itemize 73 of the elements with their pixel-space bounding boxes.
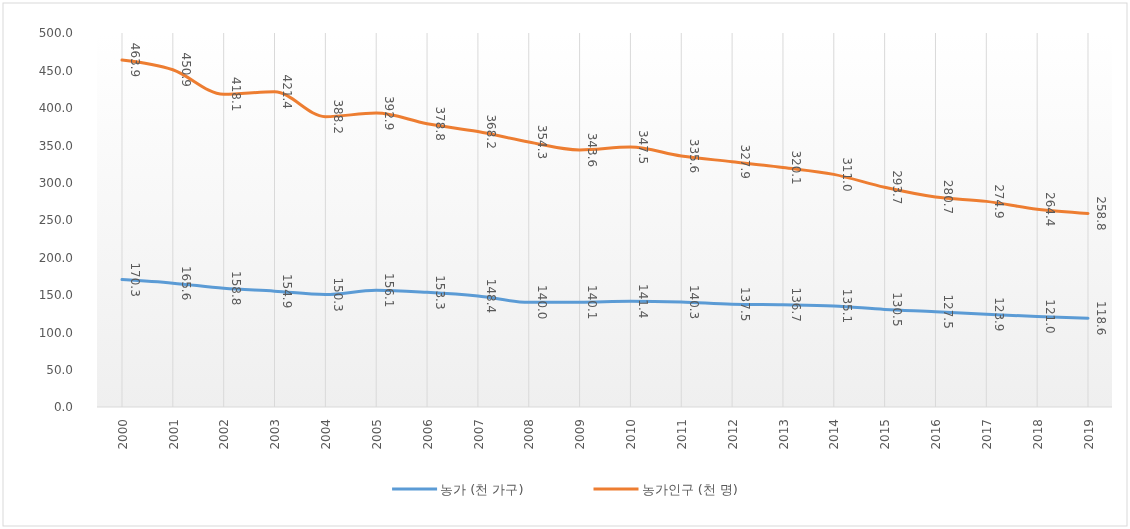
data-label: 158.8 xyxy=(229,271,244,306)
data-label: 150.3 xyxy=(331,277,346,312)
y-tick-label: 500.0 xyxy=(38,26,73,41)
x-tick-label: 2008 xyxy=(522,419,537,450)
x-tick-label: 2006 xyxy=(420,419,435,450)
data-label: 264.4 xyxy=(1042,192,1057,227)
y-tick-label: 300.0 xyxy=(38,175,73,190)
data-label: 343.6 xyxy=(585,132,600,168)
x-tick-label: 2003 xyxy=(268,419,283,450)
x-tick-label: 2000 xyxy=(115,419,130,450)
data-label: 311.0 xyxy=(839,157,854,192)
data-label: 320.1 xyxy=(788,150,803,185)
data-label: 368.2 xyxy=(483,114,498,149)
data-label: 140.1 xyxy=(585,285,600,320)
x-tick-label: 2005 xyxy=(369,419,384,450)
data-label: 327.9 xyxy=(737,144,752,179)
data-label: 140.3 xyxy=(687,284,702,320)
data-label: 153.3 xyxy=(432,275,447,310)
data-label: 165.6 xyxy=(178,265,193,301)
data-label: 121.0 xyxy=(1042,299,1057,334)
data-label: 392.9 xyxy=(382,95,397,131)
data-label: 130.5 xyxy=(890,292,905,327)
x-tick-label: 2011 xyxy=(674,419,689,450)
data-label: 123.9 xyxy=(992,297,1007,332)
x-tick-label: 2013 xyxy=(776,419,791,450)
x-tick-label: 2004 xyxy=(319,419,334,450)
x-tick-label: 2018 xyxy=(1030,419,1045,450)
y-tick-label: 450.0 xyxy=(38,63,73,78)
data-label: 293.7 xyxy=(890,170,905,205)
legend-label: 농가인구 (천 명) xyxy=(641,481,738,497)
data-label: 137.5 xyxy=(737,286,752,322)
data-label: 274.9 xyxy=(992,184,1007,219)
data-label: 378.8 xyxy=(432,106,447,141)
x-tick-label: 2010 xyxy=(624,419,639,450)
data-label: 354.3 xyxy=(534,124,549,160)
x-tick-label: 2001 xyxy=(166,419,181,450)
x-tick-label: 2017 xyxy=(980,419,995,450)
data-label: 347.5 xyxy=(636,129,651,165)
x-tick-label: 2007 xyxy=(471,419,486,450)
data-label: 388.2 xyxy=(331,99,346,134)
y-tick-label: 0.0 xyxy=(53,400,73,415)
y-tick-label: 350.0 xyxy=(38,138,73,153)
y-tick-label: 400.0 xyxy=(38,101,73,116)
data-label: 140.0 xyxy=(534,285,549,320)
data-label: 450.9 xyxy=(178,52,193,87)
data-label: 141.4 xyxy=(636,284,651,319)
data-label: 127.5 xyxy=(941,294,956,329)
x-tick-label: 2019 xyxy=(1081,419,1096,450)
data-label: 170.3 xyxy=(127,262,142,297)
x-tick-label: 2002 xyxy=(217,419,232,450)
x-tick-label: 2015 xyxy=(878,419,893,450)
y-tick-label: 50.0 xyxy=(46,362,73,377)
data-label: 463.9 xyxy=(127,42,142,78)
data-label: 280.7 xyxy=(941,179,956,215)
data-label: 154.9 xyxy=(280,273,295,309)
x-tick-label: 2012 xyxy=(725,419,740,450)
data-label: 421.4 xyxy=(280,74,295,109)
y-tick-label: 200.0 xyxy=(38,250,73,265)
x-tick-label: 2009 xyxy=(573,419,588,450)
data-label: 335.6 xyxy=(687,138,702,174)
data-label: 136.7 xyxy=(788,287,803,322)
legend-label: 농가 (천 가구) xyxy=(440,481,524,497)
data-label: 418.1 xyxy=(229,77,244,112)
data-label: 135.1 xyxy=(839,288,854,324)
data-label: 258.8 xyxy=(1093,196,1108,231)
data-label: 118.6 xyxy=(1093,301,1108,336)
y-tick-label: 100.0 xyxy=(38,325,73,340)
y-tick-label: 250.0 xyxy=(38,213,73,228)
data-label: 156.1 xyxy=(382,273,397,308)
data-label: 148.4 xyxy=(483,278,498,314)
x-tick-label: 2016 xyxy=(929,419,944,450)
y-tick-label: 150.0 xyxy=(38,288,73,303)
x-tick-label: 2014 xyxy=(827,419,842,450)
